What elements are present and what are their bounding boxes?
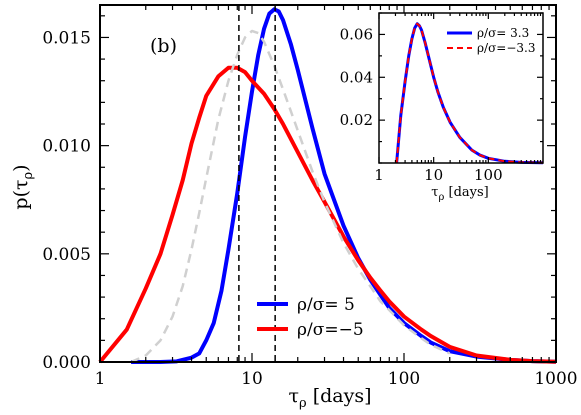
main-y-tick-label-0-000: 0.000	[42, 353, 91, 373]
inset-plot: 1 10 100 0.02 0.04 0.06 τρ [days] ρ/σ= 3.3 ρ/…	[340, 12, 544, 203]
inset-series-line-1-3-3	[395, 22, 544, 164]
legend-label-rho-minus-5: ρ/σ=−5	[297, 320, 364, 340]
y-axis-title-close: )	[10, 164, 32, 171]
x-axis-title: τρ [days]	[288, 385, 371, 411]
y-axis-title-main: p(τ	[10, 179, 32, 209]
main-series-line-1-5	[98, 65, 557, 364]
inset-plot-frame	[378, 12, 544, 164]
inset-x-tick-label-1: 1	[374, 166, 384, 184]
inset-y-tick-label-0-06: 0.06	[340, 25, 373, 43]
main-series-lines	[98, 7, 557, 364]
inset-x-axis-title: τρ [days]	[431, 185, 488, 203]
inset-x-axis-title-main: τ	[431, 185, 438, 200]
legend-label-rho-plus-5: ρ/σ= 5	[297, 295, 355, 315]
panel-label: (b)	[150, 35, 177, 57]
inset-legend-label-rho-plus-3-3: ρ/σ= 3.3	[477, 26, 529, 40]
main-x-tick-label-1: 1	[95, 369, 106, 389]
inset-legend-label-rho-minus-3-3: ρ/σ=−3.3	[477, 41, 535, 55]
y-axis-title: p(τρ)	[10, 164, 36, 209]
main-x-tick-label-1000: 1000	[534, 369, 577, 389]
inset-y-tick-label-0-04: 0.04	[340, 68, 373, 86]
inset-legend: ρ/σ= 3.3 ρ/σ=−3.3	[447, 26, 535, 55]
main-series-line-2	[130, 29, 451, 364]
inset-x-axis-title-sub: ρ	[438, 192, 444, 203]
main-plot-frame	[99, 4, 557, 363]
inset-y-tick-label-0-02: 0.02	[340, 111, 373, 129]
main-x-tick-label-10: 10	[241, 369, 263, 389]
inset-x-axis-title-unit: [days]	[444, 185, 488, 200]
main-series-line-0-5	[131, 7, 557, 364]
main-axis-ticks: 1 10 100 1000 0.000 0.005 0.010 0.015	[42, 5, 578, 389]
x-axis-title-main: τ	[288, 385, 299, 407]
x-axis-title-sub: ρ	[299, 396, 307, 411]
main-x-tick-label-100: 100	[388, 369, 420, 389]
inset-series-lines	[395, 22, 544, 165]
inset-x-tick-label-100: 100	[474, 166, 503, 184]
inset-axis-ticks: 1 10 100 0.02 0.04 0.06	[340, 12, 543, 184]
main-y-tick-label-0-010: 0.010	[42, 137, 91, 157]
x-axis-title-unit: [days]	[307, 385, 372, 407]
main-legend: ρ/σ= 5 ρ/σ=−5	[257, 295, 364, 340]
main-y-tick-label-0-005: 0.005	[42, 245, 91, 265]
inset-x-tick-label-10: 10	[424, 166, 443, 184]
main-y-tick-label-0-015: 0.015	[42, 28, 91, 48]
y-axis-title-sub: ρ	[21, 172, 36, 180]
